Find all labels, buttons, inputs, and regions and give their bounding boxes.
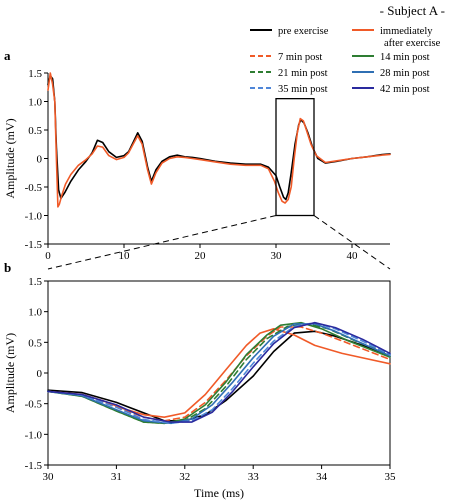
- x-tick-label: 33: [248, 471, 260, 483]
- legend-label: 42 min post: [380, 84, 430, 95]
- legend-label: 14 min post: [380, 52, 430, 63]
- legend-label: 7 min post: [278, 52, 322, 63]
- x-tick-label: 30: [43, 471, 55, 483]
- plot-frame: [47, 280, 391, 466]
- subject-label: - Subject A -: [380, 3, 445, 18]
- x-tick-label: 40: [347, 250, 359, 262]
- series-line-pre-exercise: [47, 75, 391, 201]
- y-axis-label: Amplitude (mV): [3, 118, 17, 198]
- legend-label: 21 min post: [278, 68, 328, 79]
- y-tick-label: -0.5: [25, 399, 43, 411]
- series-line-pre-exercise: [47, 330, 391, 422]
- x-tick-label: 31: [111, 471, 122, 483]
- y-tick-label: -1.0: [25, 429, 43, 441]
- legend-label: 35 min post: [278, 84, 328, 95]
- zoom-box: [275, 98, 315, 217]
- x-tick-label: 10: [119, 250, 131, 262]
- legend-label: 28 min post: [380, 68, 430, 79]
- y-tick-label: 1.0: [28, 307, 42, 319]
- series-line-42-min-post: [47, 321, 391, 423]
- zoom-connector-left: [47, 215, 277, 270]
- series-line-28-min-post: [47, 323, 391, 425]
- y-tick-label: 1.5: [28, 276, 42, 288]
- zoom-connector-lines: [47, 215, 391, 270]
- y-tick-label: 0.5: [28, 125, 42, 137]
- y-tick-label: 0: [37, 368, 43, 380]
- panel-label-b: b: [4, 260, 11, 275]
- y-tick-label: -1.5: [25, 460, 43, 472]
- y-axis-label: Amplitude (mV): [3, 333, 17, 413]
- x-tick-label: 32: [179, 471, 190, 483]
- panel-label-a: a: [4, 48, 11, 63]
- legend-label: pre exercise: [278, 26, 329, 37]
- series-line-7-min-post: [47, 326, 391, 422]
- y-tick-label: -1.0: [25, 211, 43, 223]
- series-line-21-min-post: [47, 323, 391, 425]
- x-tick-label: 34: [316, 471, 328, 483]
- legend: pre exercise immediately after exercise 7 m…: [250, 26, 441, 95]
- y-tick-label: 0.5: [28, 337, 42, 349]
- x-axis-label: Time (ms): [194, 486, 244, 500]
- x-tick-label: 0: [45, 250, 51, 262]
- chart-panel-a: 1.51.00.50-0.5-1.0-1.50 10 20 30 40Amplitude…: [3, 68, 391, 262]
- y-tick-label: 1.5: [28, 68, 42, 80]
- x-tick-label: 30: [271, 250, 283, 262]
- y-tick-label: 0: [37, 154, 43, 166]
- x-tick-label: 20: [195, 250, 207, 262]
- y-tick-label: 1.0: [28, 97, 42, 109]
- series-line-immediately-after-exercise: [47, 72, 391, 208]
- x-tick-label: 35: [385, 471, 397, 483]
- legend-label: immediately after exercise: [380, 26, 441, 49]
- zoom-connector-right: [313, 215, 391, 270]
- y-tick-label: -1.5: [25, 239, 43, 251]
- chart-panel-b: 1.5 1.0 0.5 0 -0.5 -1.0 -1.530 31 32 33 34 35 Amplit…: [3, 276, 396, 500]
- y-tick-label: -0.5: [25, 182, 43, 194]
